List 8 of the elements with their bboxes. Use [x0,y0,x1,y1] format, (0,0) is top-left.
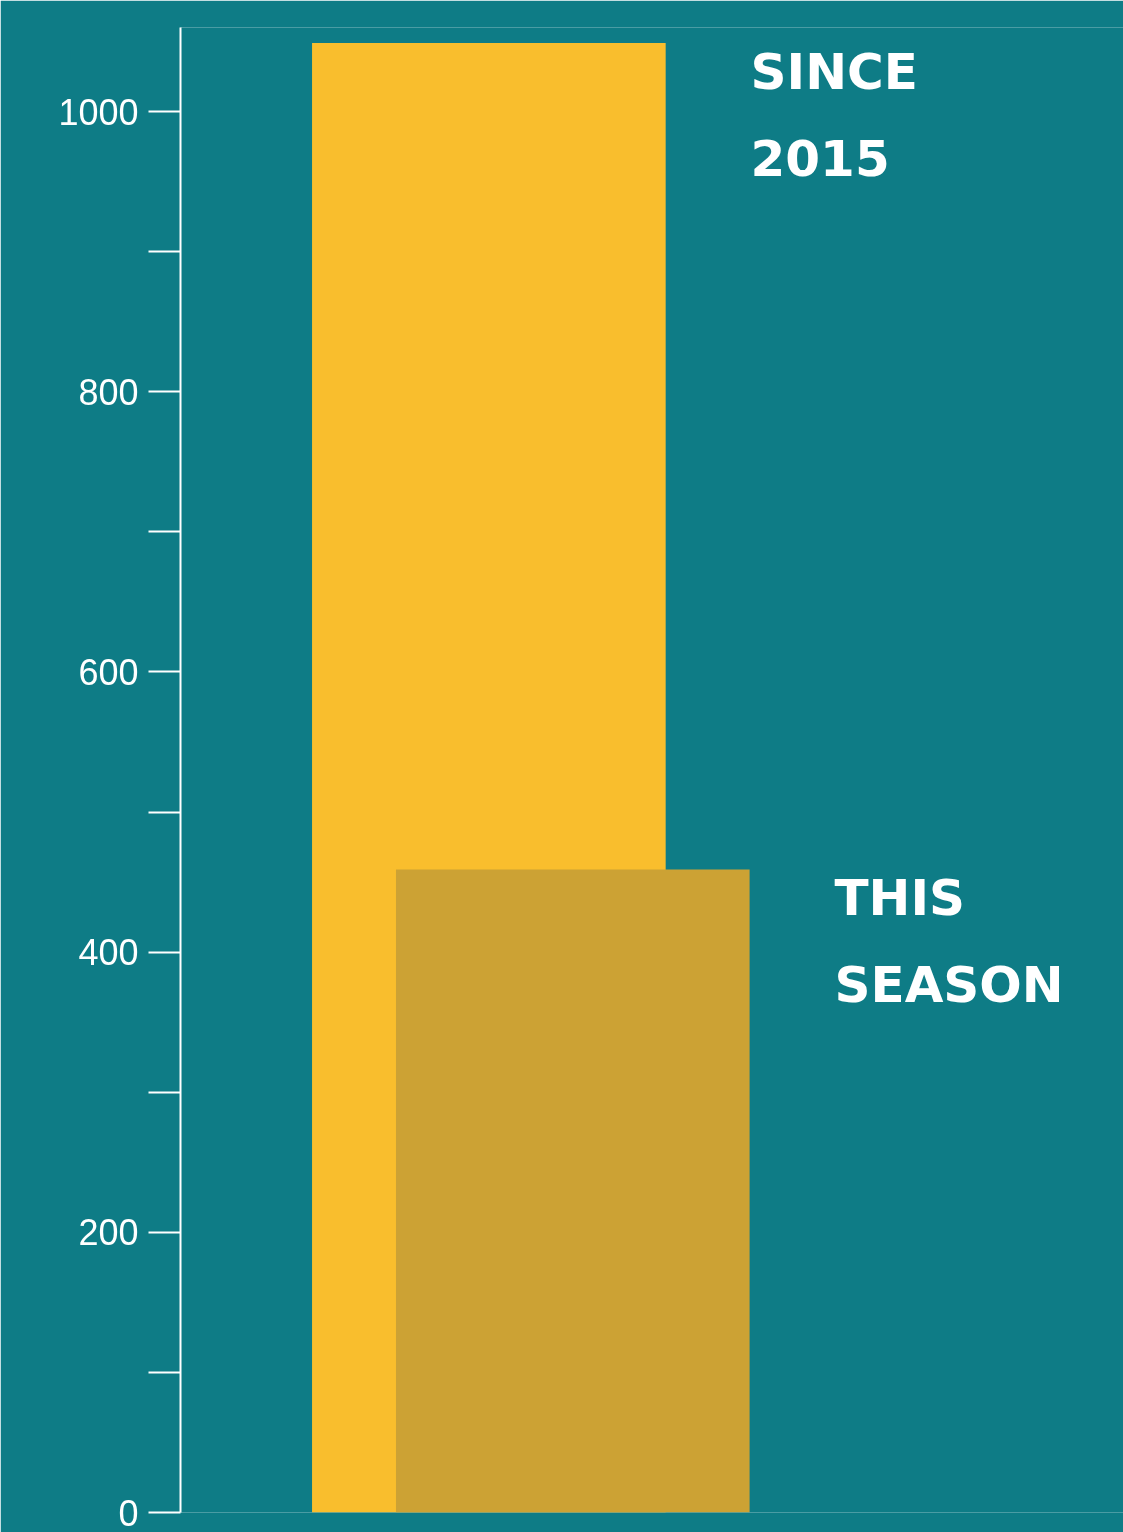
y-tick-label: 1000 [58,91,139,133]
y-tick-label: 200 [78,1212,139,1254]
y-tick-label: 800 [78,371,139,413]
series-label: THIS SEASON [834,869,1064,1015]
y-tick-label: 0 [118,1492,139,1532]
y-tick-label: 600 [78,651,139,693]
y-tick-label: 400 [78,932,139,974]
series-label: SINCE 2015 [750,42,918,188]
